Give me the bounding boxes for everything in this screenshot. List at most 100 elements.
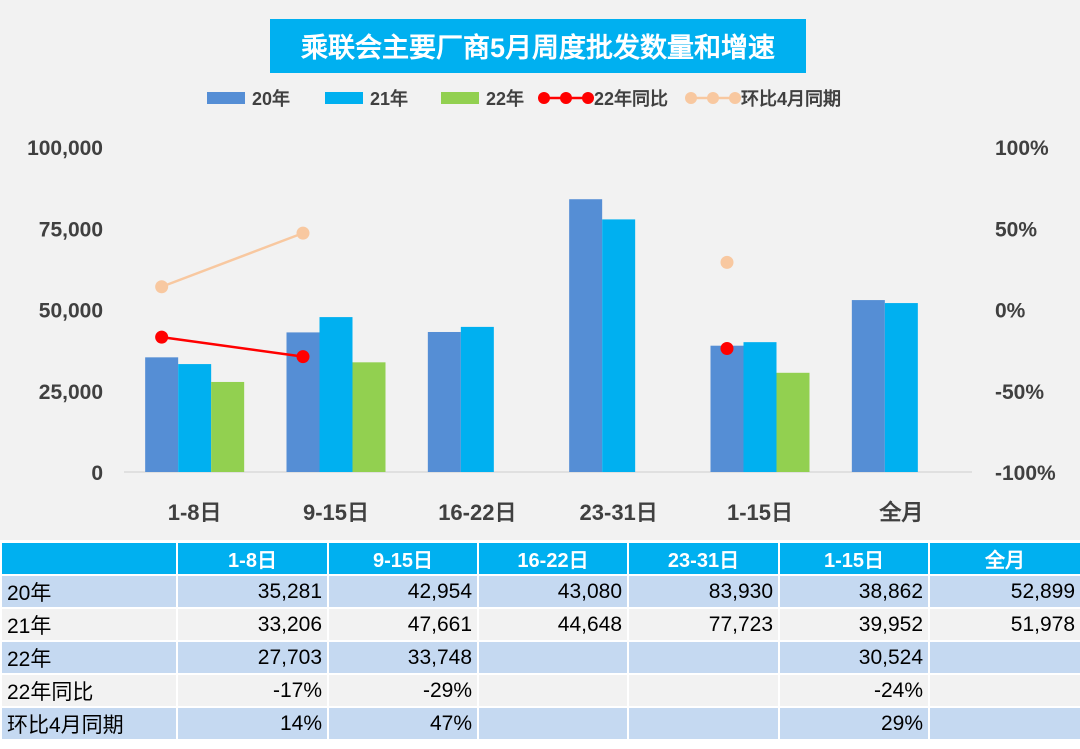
bar <box>178 364 212 472</box>
bar <box>145 357 179 472</box>
legend-swatch <box>325 92 363 104</box>
line-point <box>296 226 310 240</box>
y-left-tick-label: 100,000 <box>27 137 103 160</box>
table-cell <box>477 706 629 741</box>
bar <box>743 342 777 472</box>
table-cell <box>627 673 780 708</box>
bar <box>884 303 918 472</box>
bar <box>710 345 744 472</box>
y-right-tick-label: 0% <box>995 300 1026 323</box>
table-cell: 44,648 <box>477 607 629 642</box>
legend-marker <box>538 92 550 104</box>
chart-title: 乘联会主要厂商5月周度批发数量和增速 <box>300 32 775 63</box>
table-cell: -29% <box>327 673 479 708</box>
table-row: 环比4月同期 14% 47% 29% <box>0 706 1080 741</box>
table-row: 22年 27,703 33,748 30,524 <box>0 640 1080 675</box>
table-cell <box>627 706 780 741</box>
table-cell: 14% <box>176 706 329 741</box>
legend-marker <box>685 92 697 104</box>
line-point <box>720 342 734 355</box>
y-left-tick-label: 50,000 <box>39 300 103 323</box>
table-cell: 38,862 <box>778 574 930 609</box>
table-cell: 47% <box>327 706 479 741</box>
legend-swatch <box>441 92 479 104</box>
bar <box>460 326 494 472</box>
legend-swatch <box>207 92 245 104</box>
bar <box>569 199 603 473</box>
y-right-tick-label: 100% <box>995 137 1049 160</box>
table-cell <box>928 673 1080 708</box>
legend-marker <box>560 92 572 104</box>
table-cell: 47,661 <box>327 607 479 642</box>
bar <box>427 331 461 472</box>
legend-label: 22年同比 <box>594 88 668 109</box>
legend-label: 环比4月同期 <box>741 89 841 109</box>
chart-title-background <box>270 19 806 73</box>
y-left-tick-label: 75,000 <box>39 218 103 241</box>
table-header-cell: 23-31日 <box>627 541 780 576</box>
bar <box>352 362 386 472</box>
table-cell: 52,899 <box>928 574 1080 609</box>
table-header-cell: 9-15日 <box>327 541 479 576</box>
bar <box>776 372 810 472</box>
table-cell: 29% <box>778 706 930 741</box>
x-tick-label: 1-15日 <box>727 500 793 525</box>
table-cell <box>928 640 1080 675</box>
bar <box>602 219 636 472</box>
legend-marker <box>582 92 594 104</box>
y-left-tick-label: 25,000 <box>39 381 103 404</box>
table-header-cell: 1-8日 <box>176 541 329 576</box>
chart-area: 乘联会主要厂商5月周度批发数量和增速 20年 21年 22年 22年同比 环比4月同期 0 2… <box>0 0 1080 540</box>
row-label: 21年 <box>0 607 178 642</box>
legend-label: 20年 <box>252 88 290 109</box>
table-cell: 83,930 <box>627 574 780 609</box>
legend-marker <box>729 92 741 104</box>
row-label: 环比4月同期 <box>0 706 178 741</box>
table-cell <box>928 706 1080 741</box>
bar <box>851 300 885 472</box>
table-cell: -17% <box>176 673 329 708</box>
table-cell <box>627 640 780 675</box>
table-cell: 43,080 <box>477 574 629 609</box>
table-cell: 77,723 <box>627 607 780 642</box>
y-left-tick-label: 0 <box>91 462 103 485</box>
line-point <box>155 280 169 294</box>
table-cell: -24% <box>778 673 930 708</box>
y-right-tick-label: -50% <box>995 381 1044 404</box>
bar <box>319 317 353 472</box>
table-header-row: 1-8日 9-15日 16-22日 23-31日 1-15日 全月 <box>0 541 1080 576</box>
line-point <box>155 330 169 344</box>
legend-label: 21年 <box>370 88 408 109</box>
series-line <box>161 335 304 358</box>
line-point <box>296 350 310 364</box>
legend-label: 22年 <box>486 88 524 109</box>
data-table: 1-8日 9-15日 16-22日 23-31日 1-15日 全月 20年 35… <box>0 541 1080 741</box>
table-cell: 30,524 <box>778 640 930 675</box>
table-cell: 51,978 <box>928 607 1080 642</box>
bar <box>211 381 245 472</box>
x-tick-label: 16-22日 <box>438 500 516 525</box>
row-label: 20年 <box>0 574 178 609</box>
legend-marker <box>707 92 719 104</box>
table-header-cell: 1-15日 <box>778 541 930 576</box>
table-cell: 42,954 <box>327 574 479 609</box>
row-label: 22年同比 <box>0 673 178 708</box>
table-header-cell: 全月 <box>928 541 1080 576</box>
table-cell: 39,952 <box>778 607 930 642</box>
chart-svg: 乘联会主要厂商5月周度批发数量和增速 20年 21年 22年 22年同比 环比4月同期 0 2… <box>27 19 1056 525</box>
table-row: 21年 33,206 47,661 44,648 77,723 39,952 5… <box>0 607 1080 642</box>
table-header-cell <box>0 541 178 576</box>
x-tick-label: 23-31日 <box>580 500 658 525</box>
x-tick-label: 全月 <box>878 500 923 525</box>
x-tick-label: 9-15日 <box>303 500 369 525</box>
table-cell: 35,281 <box>176 574 329 609</box>
table-cell <box>477 673 629 708</box>
y-right-tick-label: 50% <box>995 218 1037 241</box>
table-row: 22年同比 -17% -29% -24% <box>0 673 1080 708</box>
row-label: 22年 <box>0 640 178 675</box>
table-cell: 33,206 <box>176 607 329 642</box>
line-point <box>720 255 734 269</box>
table-cell: 27,703 <box>176 640 329 675</box>
series-line <box>161 231 304 288</box>
x-tick-label: 1-8日 <box>168 500 222 525</box>
